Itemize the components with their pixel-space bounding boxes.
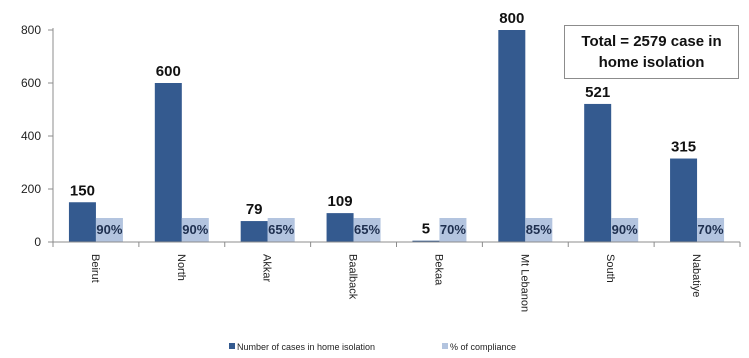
value-label: 800 (499, 10, 524, 27)
bar-compliance (439, 218, 467, 242)
percent-label: 70% (440, 222, 466, 237)
category-label: North (175, 254, 187, 281)
value-label: 521 (585, 84, 610, 101)
value-label: 79 (246, 201, 263, 218)
category-label: Akkar (261, 254, 273, 282)
legend-label-compliance: % of compliance (450, 342, 516, 352)
value-label: 315 (671, 139, 696, 156)
category-label: Beirut (89, 254, 101, 283)
bar-compliance (697, 218, 725, 242)
y-tick-label: 0 (34, 235, 41, 249)
y-tick-label: 600 (21, 76, 41, 90)
bar-cases (584, 103, 612, 242)
bar-compliance (353, 218, 381, 242)
y-tick-label: 200 (21, 182, 41, 196)
y-axis: 0 200 400 600 800 (21, 23, 54, 249)
bar-cases (326, 213, 354, 242)
value-label: 600 (156, 63, 181, 80)
category-label: Baalback (347, 254, 359, 300)
legend: Number of cases in home isolation % of co… (229, 342, 516, 352)
percent-label: 90% (612, 222, 638, 237)
category-label: South (604, 254, 616, 283)
y-tick-label: 400 (21, 129, 41, 143)
bar-cases (68, 202, 96, 242)
bar-compliance (95, 218, 123, 242)
bar-cases (670, 158, 698, 242)
value-label: 5 (422, 221, 430, 238)
legend-label-cases: Number of cases in home isolation (237, 342, 375, 352)
category-label: Nabatiye (690, 254, 702, 297)
bar-cases (154, 83, 182, 242)
x-axis: Beirut North Akkar Baalback Bekaa Mt Lebanon S… (52, 241, 741, 312)
percent-label: 65% (268, 222, 294, 237)
value-label: 150 (70, 182, 95, 199)
bars (68, 30, 725, 242)
bar-compliance (611, 218, 639, 242)
legend-swatch-cases (229, 343, 235, 349)
percent-label: 85% (526, 222, 552, 237)
value-label: 109 (328, 193, 353, 210)
bar-cases (498, 30, 526, 242)
bar-compliance (181, 218, 209, 242)
bar-compliance (525, 218, 553, 242)
percent-label: 65% (354, 222, 380, 237)
percent-label: 70% (698, 222, 724, 237)
total-annotation: Total = 2579 case in home isolation (564, 25, 739, 79)
bar-cases (412, 240, 440, 242)
y-tick-label: 800 (21, 23, 41, 37)
bar-compliance (267, 218, 295, 242)
legend-swatch-compliance (442, 343, 448, 349)
category-label: Mt Lebanon (518, 254, 530, 312)
percent-label: 90% (182, 222, 208, 237)
bar-cases (240, 221, 268, 242)
category-label: Bekaa (432, 254, 444, 286)
percent-label: 90% (96, 222, 122, 237)
